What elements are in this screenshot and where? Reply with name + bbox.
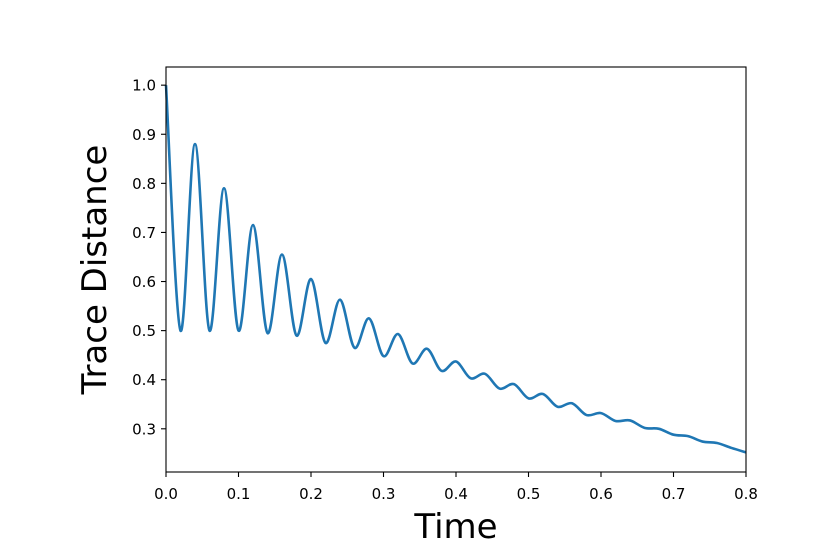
- plot-area: [164, 66, 747, 473]
- y-tick-label: 0.8: [132, 175, 156, 193]
- y-tick-label: 0.4: [132, 371, 156, 389]
- x-tick-label: 0.7: [662, 485, 686, 503]
- y-tick-label: 1.0: [132, 77, 156, 95]
- y-tick-label: 0.3: [132, 420, 156, 438]
- x-tick-label: 0.3: [372, 485, 396, 503]
- x-tick-label: 0.5: [517, 485, 541, 503]
- y-tick-label: 0.5: [132, 322, 156, 340]
- x-axis: 0.0 0.1 0.2 0.3 0.4 0.5 0.6 0.7 0.8: [154, 472, 758, 503]
- x-tick-label: 0.4: [444, 485, 468, 503]
- x-axis-title: Time: [413, 507, 497, 547]
- series-line-0: [164, 85, 747, 454]
- x-tick-label: 0.8: [734, 485, 758, 503]
- y-axis-title: Trace Distance: [75, 145, 115, 396]
- y-tick-label: 0.6: [132, 273, 156, 291]
- x-tick-label: 0.0: [154, 485, 178, 503]
- y-tick-label: 0.7: [132, 224, 156, 242]
- x-tick-label: 0.6: [589, 485, 613, 503]
- y-axis: 0.3 0.4 0.5 0.6 0.7 0.8 0.9 1.0: [132, 77, 166, 438]
- plot-frame: [165, 66, 747, 473]
- y-tick-label: 0.9: [132, 126, 156, 144]
- x-tick-label: 0.1: [227, 485, 251, 503]
- x-tick-label: 0.2: [299, 485, 323, 503]
